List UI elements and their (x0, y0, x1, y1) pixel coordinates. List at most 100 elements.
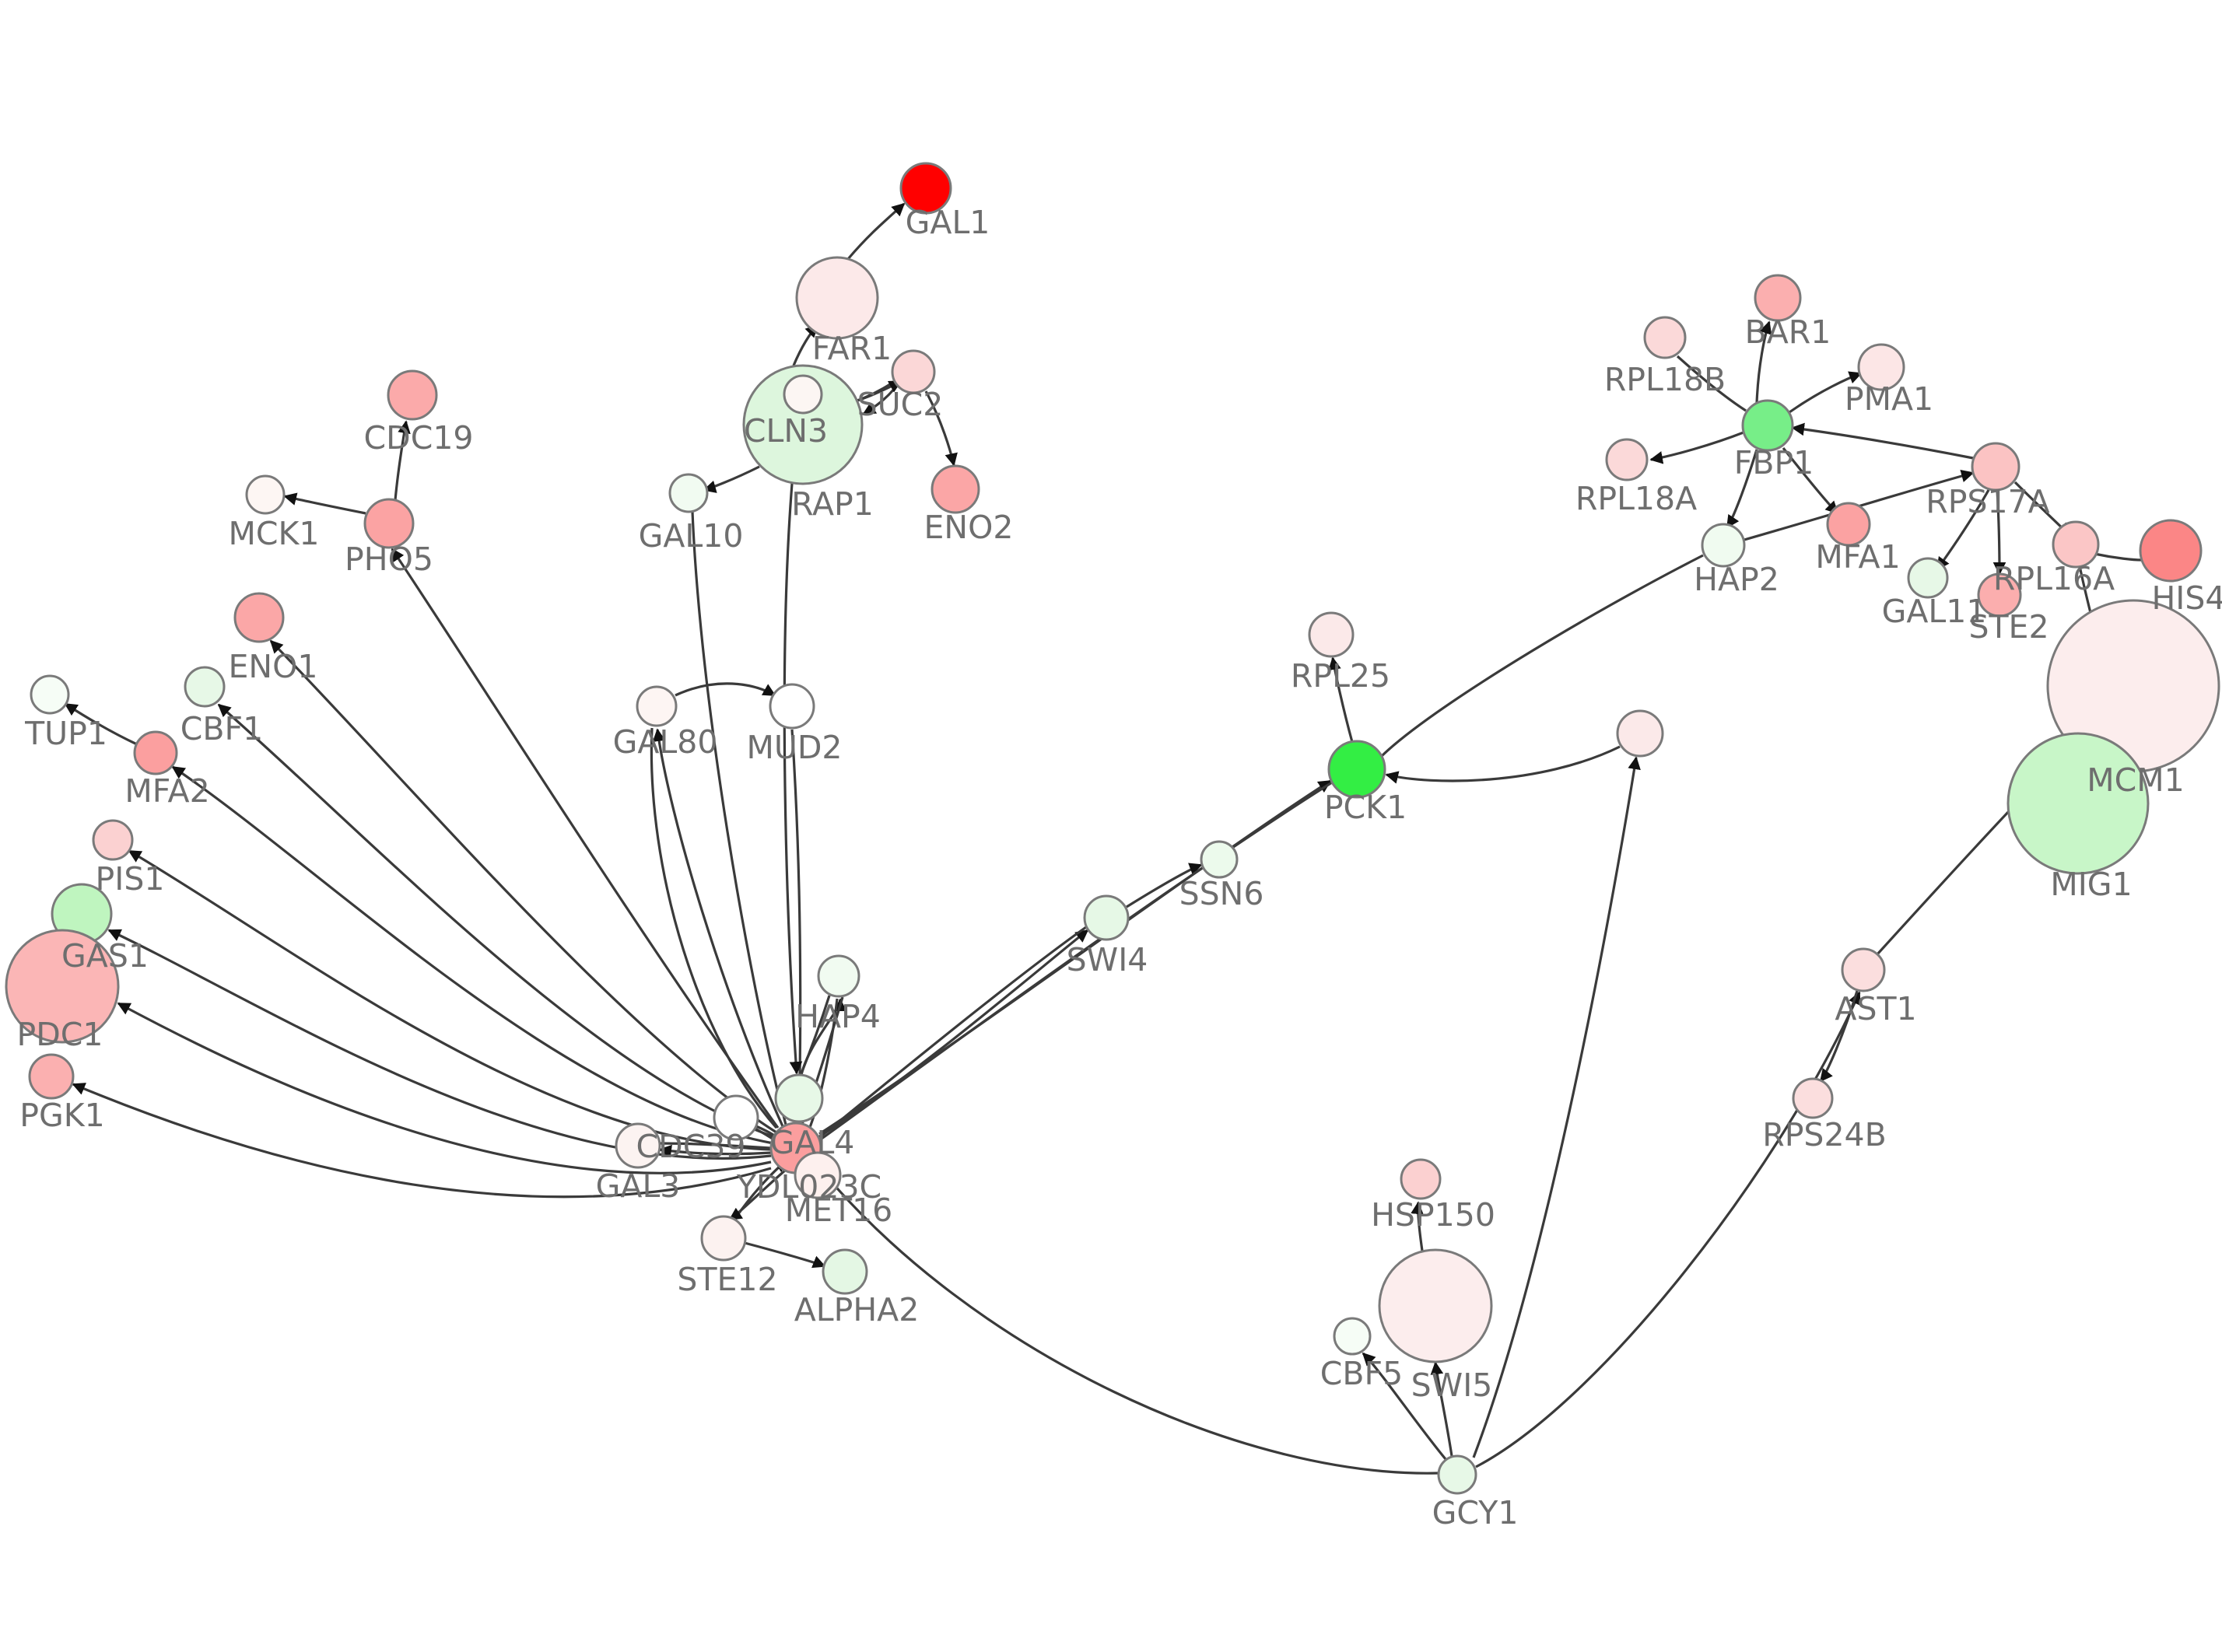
network-node[interactable] (795, 256, 879, 340)
network-node[interactable] (1792, 1077, 1834, 1119)
network-edge[interactable] (658, 1144, 773, 1158)
network-edge[interactable] (818, 929, 1089, 1139)
network-edge[interactable] (1385, 745, 1621, 784)
network-node[interactable] (1826, 502, 1871, 547)
network-node[interactable] (1400, 1158, 1442, 1200)
network-edge[interactable] (924, 390, 958, 467)
network-edge[interactable] (1649, 431, 1744, 464)
network-edge[interactable] (1791, 422, 1974, 460)
network-node[interactable] (2052, 520, 2100, 569)
network-node[interactable] (822, 1248, 868, 1295)
network-node[interactable] (636, 685, 678, 727)
network-node[interactable] (615, 1122, 661, 1169)
network-node[interactable] (1616, 709, 1664, 758)
network-node[interactable] (133, 730, 178, 775)
network-node[interactable] (1977, 572, 2022, 618)
network-edge[interactable] (800, 995, 831, 1074)
node-label: RPL25 (1291, 657, 1390, 695)
network-node[interactable] (794, 1151, 842, 1199)
network-node[interactable] (245, 474, 286, 515)
network-node[interactable] (2006, 732, 2150, 875)
network-edge[interactable] (72, 1083, 772, 1199)
network-node[interactable] (92, 819, 134, 861)
network-node[interactable] (668, 473, 709, 513)
network-node[interactable] (1378, 1248, 1493, 1363)
network-node[interactable] (30, 674, 70, 715)
network-node[interactable] (1327, 740, 1386, 799)
network-edge[interactable] (1411, 1201, 1424, 1251)
network-edge[interactable] (650, 727, 778, 1129)
network-edge[interactable] (1380, 554, 1704, 758)
network-edge[interactable] (744, 1241, 826, 1269)
network-node[interactable] (1200, 840, 1239, 879)
network-edge[interactable] (283, 492, 366, 515)
network-edge[interactable] (1430, 1361, 1453, 1457)
network-edge[interactable] (1328, 656, 1354, 743)
network-edge[interactable] (728, 1168, 787, 1221)
network-node[interactable] (817, 954, 860, 998)
network-node[interactable] (742, 364, 864, 485)
network-node[interactable] (931, 464, 980, 514)
network-node[interactable] (1754, 274, 1802, 322)
network-edge[interactable] (64, 702, 138, 746)
network-edge[interactable] (128, 849, 773, 1151)
network-edge[interactable] (846, 202, 906, 261)
network-node[interactable] (769, 683, 815, 730)
network-edge[interactable] (391, 548, 780, 1129)
network-edge[interactable] (1362, 1352, 1447, 1461)
network-edge[interactable] (1726, 449, 1758, 529)
network-edge[interactable] (1819, 990, 1859, 1083)
network-edge[interactable] (1126, 863, 1203, 908)
network-node[interactable] (783, 374, 823, 415)
network-node[interactable] (1841, 947, 1886, 992)
network-node[interactable] (2139, 519, 2203, 583)
network-edge[interactable] (691, 511, 787, 1125)
network-node[interactable] (1741, 399, 1794, 452)
network-edge[interactable] (1755, 320, 1772, 404)
network-node[interactable] (1971, 442, 2020, 492)
network-edge[interactable] (703, 465, 760, 493)
network-node[interactable] (1643, 316, 1687, 359)
network-node[interactable] (1308, 611, 1355, 658)
network-edge[interactable] (675, 682, 776, 697)
network-node[interactable] (233, 592, 285, 643)
network-node[interactable] (700, 1215, 747, 1262)
network-node[interactable] (184, 666, 226, 708)
network-edge[interactable] (818, 926, 1087, 1139)
network-edge[interactable] (394, 420, 411, 501)
network-edge[interactable] (1475, 991, 1861, 1468)
network-edge[interactable] (117, 1002, 772, 1174)
network-node[interactable] (1437, 1454, 1477, 1495)
network-edge[interactable] (659, 1142, 771, 1150)
network-edge[interactable] (821, 781, 1333, 1140)
network-node[interactable] (713, 1094, 759, 1141)
network-edge[interactable] (171, 765, 774, 1145)
network-edge[interactable] (817, 1165, 1439, 1475)
network-node[interactable] (1083, 894, 1130, 941)
network-node[interactable] (891, 349, 936, 394)
network-node[interactable] (1333, 1317, 1372, 1356)
network-node[interactable] (387, 369, 438, 421)
network-edge[interactable] (269, 639, 777, 1134)
network-node[interactable] (899, 162, 952, 215)
network-edge[interactable] (1676, 355, 1747, 412)
network-edge[interactable] (2094, 552, 2142, 562)
network-node[interactable] (363, 498, 415, 549)
network-node[interactable] (1701, 523, 1746, 568)
network-node[interactable] (1605, 438, 1649, 481)
network-edge[interactable] (783, 483, 803, 1075)
network-node[interactable] (1907, 557, 1949, 599)
network-node[interactable] (774, 1073, 824, 1123)
network-edge[interactable] (1472, 756, 1641, 1458)
network-edge[interactable] (107, 929, 772, 1160)
network-edge[interactable] (652, 728, 784, 1127)
network-edge[interactable] (1789, 371, 1863, 414)
network-node[interactable] (28, 1053, 75, 1100)
node-layer[interactable] (5, 162, 2220, 1495)
network-node[interactable] (5, 929, 120, 1044)
network-node[interactable] (1857, 343, 1905, 391)
network-edge[interactable] (217, 703, 776, 1139)
network-edge[interactable] (1744, 469, 1975, 541)
network-edge[interactable] (1992, 489, 2006, 576)
